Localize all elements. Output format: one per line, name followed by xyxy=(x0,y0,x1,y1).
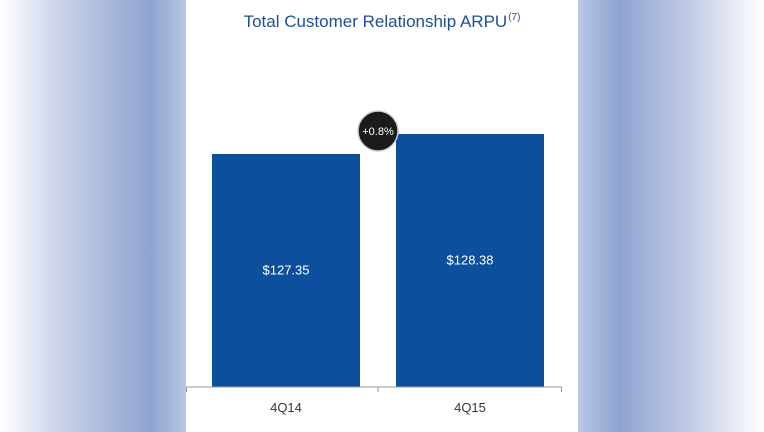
bar-value-label: $128.38 xyxy=(447,253,494,268)
bar-value-label: $127.35 xyxy=(263,263,310,278)
bar-4Q15 xyxy=(396,134,544,387)
x-tick-label: 4Q14 xyxy=(270,400,302,415)
growth-badge-circle xyxy=(357,110,399,152)
bar-4Q14 xyxy=(212,154,360,387)
chart-title: Total Customer Relationship ARPU(7) xyxy=(186,12,578,32)
title-footnote: (7) xyxy=(508,12,521,23)
slide-panel: Total Customer Relationship ARPU(7) $127… xyxy=(186,0,578,432)
chart-title-text: Total Customer Relationship ARPU xyxy=(243,12,508,31)
bar-chart: $127.35 $128.38 4Q14 4Q15 +0.8% xyxy=(186,110,562,415)
x-tick-label: 4Q15 xyxy=(454,400,486,415)
x-axis: 4Q14 4Q15 xyxy=(186,386,562,415)
bars-layer: $127.35 $128.38 xyxy=(212,134,544,387)
growth-badge: +0.8% xyxy=(357,110,399,152)
growth-badge-label: +0.8% xyxy=(362,126,394,138)
